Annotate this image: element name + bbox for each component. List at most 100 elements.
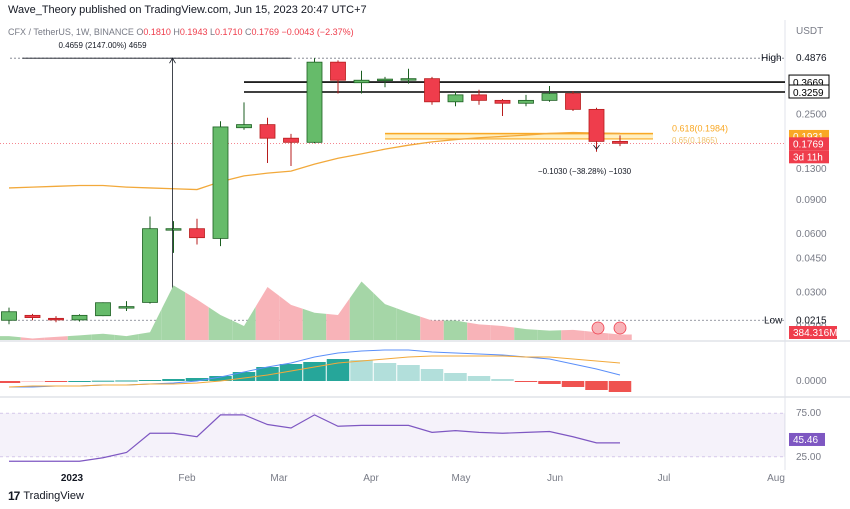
volume-area bbox=[514, 327, 538, 340]
candle-body bbox=[165, 228, 182, 231]
volume-area bbox=[467, 322, 491, 340]
high-value: 0.4876 bbox=[796, 53, 827, 64]
candle-body bbox=[565, 93, 581, 110]
rsi-value-tag bbox=[789, 432, 825, 446]
low-value: 0.0215 bbox=[796, 315, 827, 326]
rsi-value-text: 45.46 bbox=[793, 435, 818, 446]
y-tick-label: 0.0900 bbox=[796, 195, 827, 206]
currency-label: USDT bbox=[796, 26, 823, 37]
macd-histogram-bar bbox=[138, 380, 162, 381]
rsi-tick-label: 25.00 bbox=[796, 452, 821, 463]
macd-histogram-bar bbox=[162, 379, 185, 381]
volume-area bbox=[584, 331, 609, 340]
macd-histogram-bar bbox=[303, 362, 326, 381]
volume-area bbox=[161, 285, 186, 340]
candle-body bbox=[494, 99, 511, 104]
publication-attribution: Wave_Theory published on TradingView.com… bbox=[8, 4, 367, 16]
volume-area bbox=[373, 292, 397, 340]
candle-body bbox=[48, 317, 64, 321]
candle-body bbox=[306, 61, 323, 143]
candle-body bbox=[212, 126, 229, 239]
macd-histogram-bar bbox=[209, 376, 232, 381]
macd-histogram-bar bbox=[326, 359, 350, 381]
macd-histogram-bar bbox=[585, 381, 608, 390]
volume-area bbox=[302, 308, 327, 340]
macd-histogram-bar bbox=[256, 367, 279, 381]
volume-area bbox=[490, 325, 515, 340]
price-tag-text: 3d 11h bbox=[793, 152, 823, 163]
volume-area bbox=[232, 306, 256, 340]
measure-down-arrow bbox=[593, 144, 600, 150]
footer-brand: TradingView bbox=[23, 490, 84, 502]
rsi-band bbox=[0, 413, 785, 457]
macd-histogram-bar bbox=[185, 378, 209, 381]
volume-area bbox=[561, 329, 585, 340]
macd-histogram-bar bbox=[373, 363, 397, 381]
volume-area bbox=[349, 281, 374, 340]
macd-histogram-bar bbox=[0, 381, 21, 383]
x-tick-label: Apr bbox=[363, 473, 379, 484]
price-tag bbox=[789, 137, 829, 151]
candle-body bbox=[1, 311, 17, 321]
macd-histogram-bar bbox=[44, 381, 68, 382]
volume-area bbox=[537, 329, 562, 340]
candle-body bbox=[95, 302, 111, 317]
macd-tick-label: 0.0000 bbox=[796, 376, 827, 387]
candle-body bbox=[259, 124, 276, 139]
macd-histogram-bar bbox=[350, 360, 373, 381]
macd-histogram-bar bbox=[514, 381, 538, 382]
tradingview-logo-icon: 17 bbox=[8, 489, 20, 503]
candle-body bbox=[377, 78, 393, 82]
price-tag-text: 0.1769 bbox=[793, 139, 824, 150]
volume-area bbox=[114, 334, 139, 340]
volume-area bbox=[185, 292, 209, 340]
footer: 17 TradingView bbox=[8, 489, 84, 503]
macd-histogram-bar bbox=[538, 381, 561, 384]
macd-histogram-bar bbox=[444, 373, 467, 381]
low-label: Low bbox=[764, 315, 783, 326]
event-flag-icon bbox=[613, 321, 627, 335]
volume-area bbox=[208, 307, 233, 340]
level-tag-text: 0.3259 bbox=[793, 88, 824, 99]
candle-body bbox=[71, 314, 88, 321]
candle-body bbox=[189, 228, 205, 239]
x-tick-label: Jun bbox=[547, 473, 563, 484]
volume-tag bbox=[789, 326, 837, 339]
macd-histogram-bar bbox=[91, 380, 115, 382]
y-tick-label: 0.0300 bbox=[796, 287, 827, 298]
rsi-line bbox=[9, 414, 620, 462]
volume-area bbox=[608, 333, 632, 340]
volume-area bbox=[326, 298, 350, 340]
candle-body bbox=[118, 306, 135, 309]
candle-body bbox=[24, 314, 41, 318]
volume-tag-text: 384.316M bbox=[793, 328, 837, 339]
macd-histogram-bar bbox=[561, 381, 585, 387]
volume-area bbox=[138, 308, 162, 340]
measure-up-arrow bbox=[169, 57, 176, 64]
volume-area bbox=[44, 336, 68, 340]
high-label: High bbox=[761, 53, 782, 64]
volume-area bbox=[20, 337, 45, 340]
fib-band bbox=[385, 132, 653, 140]
y-tick-label: 0.1300 bbox=[796, 164, 827, 175]
x-tick-label: Aug bbox=[767, 473, 785, 484]
candle-body bbox=[424, 78, 440, 103]
y-tick-label: 0.0450 bbox=[796, 253, 827, 264]
chart-legend: CFX / TetherUS, 1W, BINANCE O0.1810 H0.1… bbox=[8, 27, 354, 37]
macd-histogram-bar bbox=[68, 381, 91, 382]
volume-area bbox=[396, 308, 421, 340]
candle-body bbox=[283, 137, 299, 143]
volume-area bbox=[255, 286, 280, 340]
level-tag-text: 0.3669 bbox=[793, 78, 824, 89]
ema-line bbox=[8, 131, 621, 191]
x-tick-label: Jul bbox=[658, 473, 671, 484]
volume-area bbox=[443, 320, 468, 340]
rsi-tick-label: 75.00 bbox=[796, 408, 821, 419]
volume-area bbox=[91, 333, 115, 340]
level-tag bbox=[788, 84, 830, 99]
candle-body bbox=[518, 99, 534, 104]
candle-body bbox=[447, 94, 464, 103]
fib-65-label: 0.65(0.1865) bbox=[672, 136, 718, 145]
macd-histogram-bar bbox=[491, 379, 514, 381]
